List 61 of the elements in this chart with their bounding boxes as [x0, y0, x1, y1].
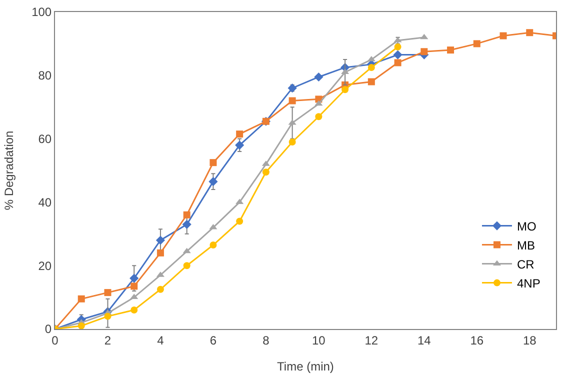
point: [236, 218, 244, 225]
point: [342, 86, 349, 94]
point: [314, 100, 323, 106]
point: [182, 220, 192, 229]
point: [210, 159, 217, 166]
y-tick-label: 100: [32, 5, 52, 20]
y-tick-label: 0: [44, 322, 52, 336]
point: [183, 211, 190, 218]
y-tick-label: 20: [38, 258, 52, 273]
point: [368, 64, 375, 71]
legend-label: MB: [516, 238, 535, 252]
point: [156, 236, 166, 245]
y-axis-title: % Degradation: [2, 130, 16, 210]
point: [473, 40, 480, 48]
x-tick-label: 2: [104, 333, 112, 348]
point: [420, 48, 428, 56]
x-tick-label: 10: [312, 333, 326, 348]
y-tick-label: 60: [38, 132, 52, 146]
x-axis-title: Time (min): [277, 359, 334, 374]
point: [78, 295, 85, 302]
point: [526, 29, 534, 36]
legend-label: 4NP: [516, 276, 540, 290]
point: [78, 322, 85, 329]
legend-label: CR: [516, 257, 535, 272]
x-tick-label: 18: [522, 333, 537, 348]
y-tick-label: 40: [38, 195, 52, 210]
x-tick-label: 4: [157, 333, 164, 348]
point: [314, 72, 324, 82]
point: [288, 119, 296, 125]
point: [104, 312, 112, 320]
point: [262, 168, 270, 176]
point: [393, 50, 402, 60]
point: [447, 46, 454, 54]
x-tick-label: 14: [417, 333, 432, 348]
x-tick-label: 12: [364, 333, 378, 348]
point: [156, 249, 164, 256]
x-tick-label: 6: [210, 333, 217, 348]
x-tick-label: 16: [470, 333, 484, 348]
point: [130, 282, 138, 290]
point: [288, 138, 296, 146]
point: [500, 32, 507, 40]
point: [420, 34, 428, 40]
point: [236, 130, 244, 138]
x-tick-label: 8: [262, 333, 270, 348]
y-tick-label: 80: [38, 68, 52, 83]
point: [210, 242, 217, 248]
point: [130, 294, 138, 300]
point: [315, 113, 322, 120]
point: [288, 97, 296, 104]
point: [130, 306, 138, 314]
point: [394, 43, 402, 50]
point: [368, 78, 375, 86]
point: [208, 177, 218, 186]
point: [394, 59, 402, 66]
point: [183, 262, 190, 270]
point: [235, 140, 244, 150]
point: [130, 274, 139, 283]
point: [182, 248, 191, 254]
point: [156, 286, 164, 293]
point: [104, 289, 112, 296]
legend-label: MO: [516, 219, 536, 234]
